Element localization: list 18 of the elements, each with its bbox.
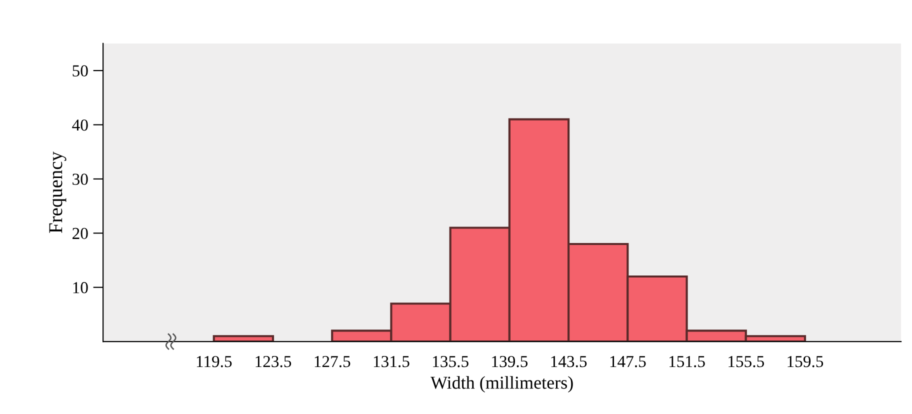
x-tick-label: 147.5: [610, 356, 646, 368]
y-tick-label: 20: [72, 228, 88, 240]
x-tick-label: 131.5: [374, 356, 410, 368]
x-tick-label: 155.5: [728, 356, 764, 368]
x-tick-label: 119.5: [196, 356, 232, 368]
x-tick-label: 135.5: [433, 356, 468, 368]
x-tick-label: 127.5: [314, 356, 350, 368]
y-tick-label: 50: [72, 65, 88, 77]
x-tick-label: 159.5: [788, 356, 824, 368]
x-tick-label: 143.5: [551, 356, 587, 368]
y-tick-label: 30: [72, 174, 88, 185]
y-tick-label: 10: [73, 282, 88, 294]
y-axis-title: Frequency: [49, 152, 66, 233]
x-axis-title: Width (millimeters): [430, 376, 573, 392]
x-tick-label: 123.5: [256, 356, 292, 368]
x-tick-label: 139.5: [492, 356, 528, 368]
y-tick-label: 40: [72, 119, 88, 131]
x-tick-label: 151.5: [669, 356, 705, 368]
